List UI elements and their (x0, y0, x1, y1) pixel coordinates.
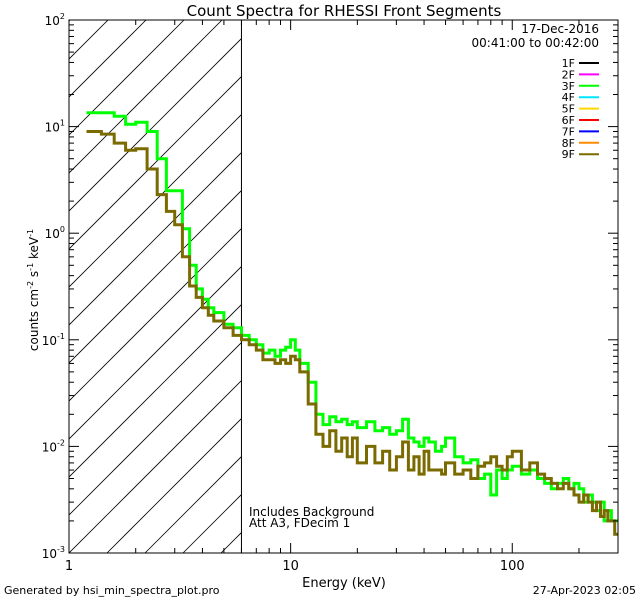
y-tick-label: 100 (45, 225, 65, 241)
y-axis-tick-labels: 10-3 10-2 10-1 100 101 102 (42, 12, 65, 561)
y-tick-label: 10-1 (42, 332, 65, 348)
series-3f-line (86, 111, 618, 523)
hatch-line (335, 13, 640, 553)
legend-label-1f: 1F (562, 57, 575, 70)
x-axis-label: Energy (keV) (302, 576, 386, 591)
plot-frame (68, 19, 619, 554)
y-tick-label: 102 (45, 12, 65, 28)
hatch-line (69, 151, 242, 326)
legend-label-9f: 9F (562, 148, 575, 161)
hatch-line (69, 341, 242, 516)
hatch-line (69, 20, 109, 60)
y-axis-label: counts cm-2 s-1 keV-1 (26, 229, 41, 351)
y-axis-label-s: s (27, 271, 41, 281)
x-axis-ticks (68, 20, 619, 553)
x-tick-label: 1 (65, 559, 73, 574)
hatch-line (0, 13, 1, 553)
time-range-label: 00:41:00 to 00:42:00 (472, 36, 599, 50)
x-tick-label: 10 (282, 559, 299, 574)
hatch-line (69, 189, 242, 364)
legend-label-5f: 5F (562, 103, 575, 116)
y-tick-label: 10-3 (42, 545, 65, 561)
series-group (86, 111, 618, 536)
hatch-line (69, 37, 242, 212)
attenuator-hatch-region (0, 13, 640, 553)
y-axis-label-kev: keV (27, 236, 41, 263)
hatch-line (144, 455, 242, 553)
footer-timestamp: 27-Apr-2023 02:05 (533, 584, 636, 597)
hatch-line (69, 227, 242, 402)
hatch-line (69, 379, 242, 553)
legend-label-8f: 8F (562, 137, 575, 150)
legend-label-6f: 6F (562, 114, 575, 127)
series-9f-line (86, 130, 618, 536)
hatch-line (69, 113, 242, 288)
y-axis-label-base: counts cm (27, 289, 41, 351)
x-axis-tick-labels: 1 10 100 (65, 559, 525, 574)
y-axis-label-exp3: -1 (26, 229, 35, 237)
y-axis-label-exp2: -1 (26, 263, 35, 271)
hatch-line (601, 13, 640, 553)
hatch-line (69, 20, 223, 174)
hatch-line (69, 20, 147, 98)
legend-label-7f: 7F (562, 125, 575, 138)
legend-label-4f: 4F (562, 91, 575, 104)
hatch-line (69, 303, 242, 478)
hatch-line (297, 13, 640, 553)
hatch-line (69, 265, 242, 440)
hatch-line (259, 13, 640, 553)
hatch-line (69, 20, 71, 22)
annotation-background: Includes Background (249, 505, 374, 519)
y-axis-ticks (69, 19, 618, 554)
chart-title: Count Spectra for RHESSI Front Segments (187, 2, 502, 20)
y-tick-label: 10-2 (42, 438, 65, 454)
legend-label-2f: 2F (562, 68, 575, 81)
annotation-attenuator: Att A3, FDecim 1 (249, 516, 350, 530)
hatch-line (69, 75, 242, 250)
x-tick-label: 100 (500, 559, 525, 574)
y-tick-label: 101 (45, 119, 65, 135)
hatch-line (106, 417, 242, 553)
date-label: 17-Dec-2016 (521, 22, 599, 36)
legend-label-3f: 3F (562, 80, 575, 93)
hatch-line (69, 20, 185, 136)
footer-generated-by: Generated by hsi_min_spectra_plot.pro (4, 584, 220, 597)
hatch-line (220, 531, 242, 553)
y-axis-label-exp1: -2 (26, 281, 35, 289)
hatch-line (525, 13, 640, 553)
